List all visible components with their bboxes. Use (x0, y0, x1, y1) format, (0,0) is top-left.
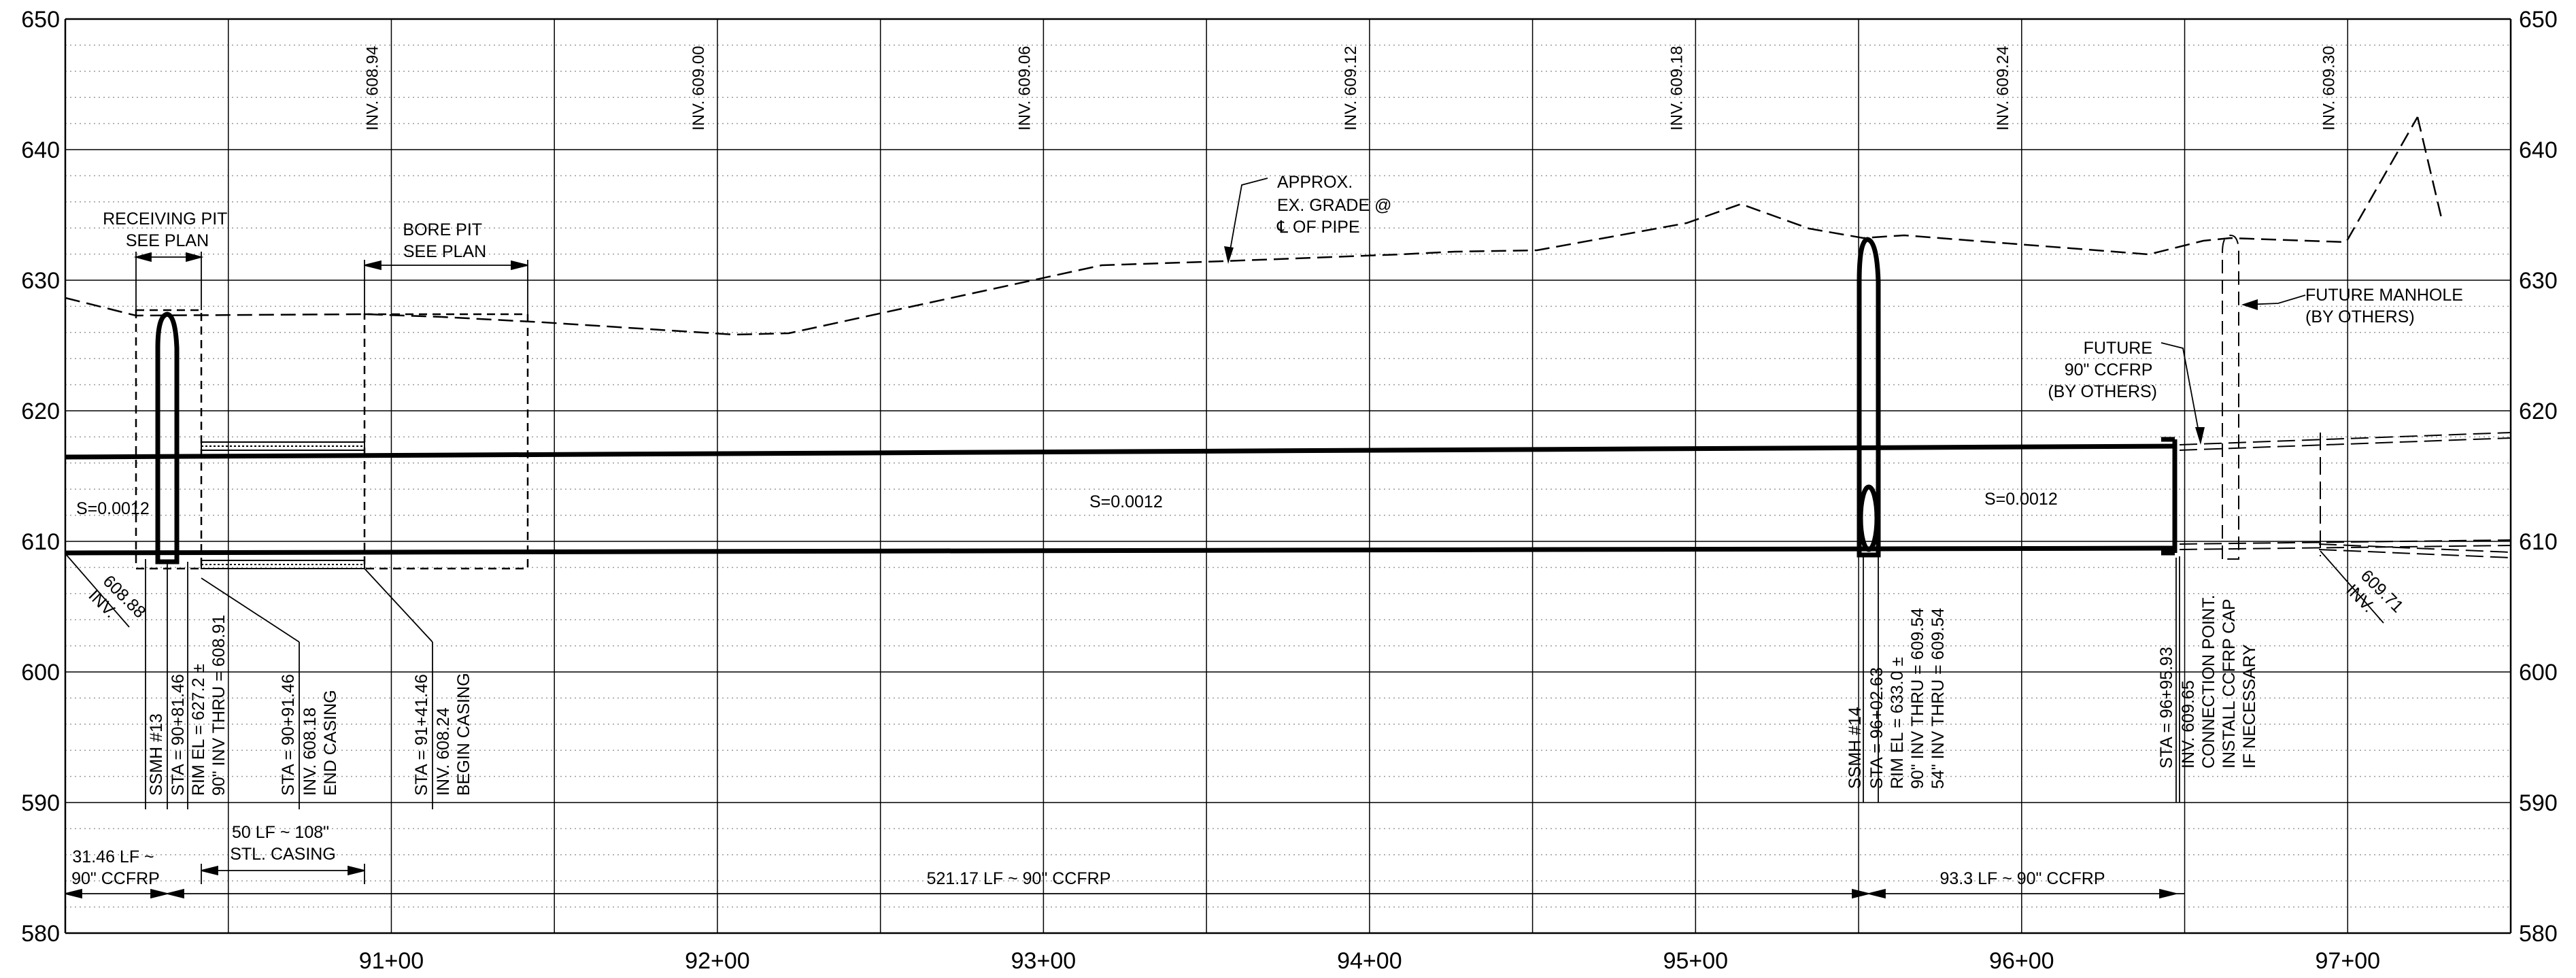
grade-note: APPROX. EX. GRADE @ ℄ OF PIPE (1276, 173, 1396, 237)
invert-label: INV. 609.24 (1994, 46, 2012, 131)
dimension-casing: 50 LF ~ 108" STL. CASING (230, 823, 336, 864)
elevation-label-left: 600 (21, 660, 60, 686)
station-label: 94+00 (1337, 948, 1402, 974)
future-pipe (2179, 432, 2511, 558)
elevation-label-right: 620 (2519, 399, 2558, 424)
length-dimensions (65, 864, 2184, 899)
station-lines (227, 19, 2349, 933)
invert-labels: INV. 608.94 INV. 609.00 INV. 609.06 INV. 60… (363, 46, 2338, 131)
major-grid (65, 149, 2511, 803)
station-label: 96+00 (1989, 948, 2054, 974)
future-manhole (2222, 234, 2239, 560)
slope-mid: S=0.0012 (1089, 492, 1163, 511)
dimension-left: 31.46 LF ~ 90" CCFRP (71, 847, 160, 888)
station-label: 95+00 (1663, 948, 1729, 974)
elevation-label-left: 580 (21, 921, 60, 947)
existing-grade-tail (2416, 116, 2443, 218)
minor-grid (65, 44, 2511, 908)
bore-pit (363, 313, 529, 570)
elevation-label-left: 640 (21, 137, 60, 163)
invert-left-note: 608.88 INV. (85, 571, 153, 639)
elevation-labels-right: 650 640 630 620 610 600 590 580 (2519, 7, 2558, 947)
elevation-label-right: 630 (2519, 268, 2558, 294)
invert-label: INV. 608.94 (363, 46, 382, 131)
ssmh-13-callout: SSMH #13 STA = 90+81.46 RIM EL = 627.2 ±… (147, 615, 228, 796)
connection-callout: STA = 96+95.93 INV. 609.65 CONNECTION PO… (2157, 590, 2259, 769)
profile-frame (64, 18, 2512, 934)
pit-dimensions (133, 252, 528, 314)
begin-casing-callout: STA = 91+41.46 INV. 608.24 BEGIN CASING (412, 669, 473, 796)
slope-left: S=0.0012 (76, 499, 150, 518)
existing-grade-line (65, 116, 2419, 336)
elevation-label-left: 630 (21, 268, 60, 294)
elevation-label-right: 650 (2519, 7, 2558, 33)
invert-label: INV. 609.30 (2320, 46, 2338, 131)
elevation-label-right: 640 (2519, 137, 2558, 163)
future-manhole-note: FUTURE MANHOLE (BY OTHERS) (2305, 286, 2468, 326)
elevation-label-left: 620 (21, 399, 60, 424)
elevation-label-right: 590 (2519, 790, 2558, 816)
leader-arrows (1224, 246, 2258, 445)
invert-right-note: 609.71 INV. (2343, 566, 2411, 634)
steel-casing (201, 441, 365, 569)
dimension-main: 521.17 LF ~ 90" CCFRP (927, 869, 1111, 888)
end-casing-callout: STA = 90+91.46 INV. 608.18 END CASING (279, 669, 340, 796)
receiving-pit (135, 309, 203, 570)
invert-label: INV. 609.06 (1015, 46, 1034, 131)
future-pipe-note: FUTURE 90" CCFRP (BY OTHERS) (2048, 339, 2157, 401)
dimension-right: 93.3 LF ~ 90" CCFRP (1939, 869, 2105, 888)
slope-right: S=0.0012 (1984, 490, 2058, 509)
leaders (65, 178, 2384, 809)
ssmh-14 (1857, 237, 1881, 558)
station-label: 91+00 (359, 948, 424, 974)
ssmh-14-callout: SSMH #14 STA = 96+02.63 RIM EL = 633.0 ±… (1846, 603, 1948, 789)
elevation-labels-left: 650 640 630 620 610 600 590 580 (21, 7, 60, 947)
elevation-label-left: 610 (21, 529, 60, 555)
elevation-label-right: 580 (2519, 921, 2558, 947)
invert-label: INV. 609.12 (1342, 46, 1360, 131)
elevation-label-right: 600 (2519, 660, 2558, 686)
station-label: 97+00 (2316, 948, 2381, 974)
station-label: 93+00 (1011, 948, 1077, 974)
bore-pit-note: BORE PIT SEE PLAN (403, 220, 486, 261)
station-label: 92+00 (685, 948, 750, 974)
pipe-90-ccfrp (65, 437, 2177, 556)
elevation-label-left: 650 (21, 7, 60, 33)
invert-label: INV. 609.18 (1667, 46, 1686, 131)
elevation-label-right: 610 (2519, 529, 2558, 555)
invert-label: INV. 609.00 (690, 46, 708, 131)
elevation-label-left: 590 (21, 790, 60, 816)
ssmh-13 (155, 311, 180, 564)
receiving-pit-note: RECEIVING PIT SEE PLAN (103, 209, 232, 250)
